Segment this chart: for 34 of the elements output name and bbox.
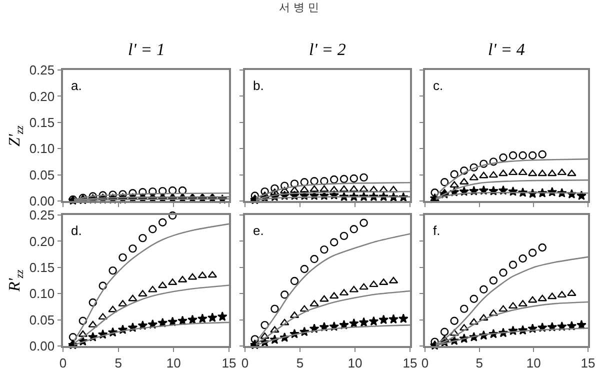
x-tick-label: 5 xyxy=(296,355,304,370)
x-tick-label: 15 xyxy=(222,355,236,370)
annotation: e. xyxy=(253,223,264,238)
annotation: b. xyxy=(253,78,264,93)
x-tick-label: 15 xyxy=(402,355,418,370)
y-tick-label: 0.05 xyxy=(29,167,55,182)
x-tick-label: 0 xyxy=(241,355,249,370)
y-tick-label: 0.00 xyxy=(29,194,55,209)
y-tick-label: 0.15 xyxy=(29,260,55,275)
y-tick-label: 0.25 xyxy=(29,62,55,78)
y-tick-label: 0.10 xyxy=(29,141,55,156)
annotation: f. xyxy=(433,223,440,238)
y-tick-label: 0.00 xyxy=(29,338,55,354)
chart-title: l' = 4 xyxy=(488,40,526,59)
chart-title: l' = 1 xyxy=(128,40,165,59)
x-tick-label: 10 xyxy=(348,355,362,370)
y-tick-label: 0.05 xyxy=(29,312,55,328)
x-tick-label: 5 xyxy=(114,355,122,370)
annotation: a. xyxy=(71,78,82,93)
y-tick-label: 0.15 xyxy=(29,114,55,130)
x-tick-label: 10 xyxy=(526,355,541,370)
x-tick-label: 0 xyxy=(59,355,67,370)
x-tick-label: 5 xyxy=(476,355,483,370)
x-tick-label: 15 xyxy=(580,355,596,370)
text: 서 병 민 xyxy=(279,1,319,14)
y-tick-label: 0.20 xyxy=(29,88,55,104)
y-tick-label: 0.25 xyxy=(29,208,55,223)
x-tick-label: 0 xyxy=(421,355,429,370)
annotation: c. xyxy=(433,78,444,93)
chart-title: l' = 2 xyxy=(309,40,346,59)
x-tick-label: 10 xyxy=(166,355,181,370)
y-tick-label: 0.20 xyxy=(29,234,55,249)
y-tick-label: 0.10 xyxy=(29,286,55,302)
annotation: d. xyxy=(71,223,82,238)
